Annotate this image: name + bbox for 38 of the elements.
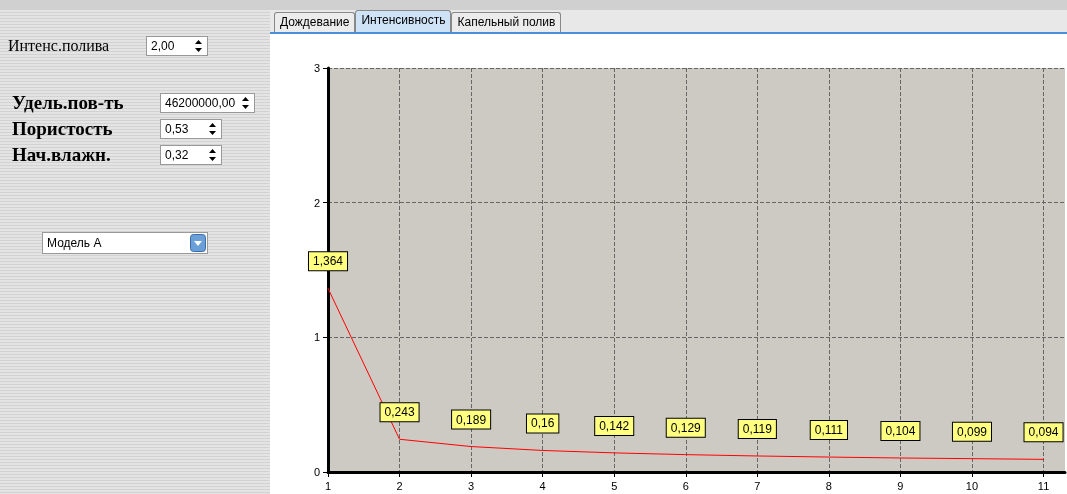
x-tick-label: 3: [468, 479, 475, 492]
text: 46200000,00: [165, 96, 236, 110]
text: 2,00: [151, 39, 176, 53]
data-label: 0,189: [456, 412, 487, 427]
x-tick-label: 8: [825, 479, 832, 492]
x-tick-label: 9: [897, 479, 904, 492]
x-tick-label: 5: [611, 479, 618, 492]
text: 0,53: [165, 122, 190, 136]
data-label: 0,16: [530, 416, 555, 431]
text: Интенсивность: [355, 10, 452, 32]
text: Удель.пов-ть: [12, 92, 125, 114]
data-label: 0,104: [885, 423, 916, 438]
text: Нач.влажн.: [12, 144, 112, 166]
x-tick-label: 7: [754, 479, 761, 492]
text: Пористость: [12, 118, 114, 140]
data-label: 0,099: [956, 424, 988, 439]
x-tick-label: 4: [539, 479, 546, 492]
text: Модель А: [47, 236, 103, 250]
text: Капельный полив: [451, 12, 562, 32]
x-tick-label: 11: [1037, 479, 1050, 492]
data-label: 0,111: [814, 423, 844, 438]
data-label: 0,243: [384, 405, 415, 420]
x-tick-label: 1: [324, 479, 332, 492]
data-label: 0,094: [1028, 425, 1059, 440]
text: Интенс.полива: [8, 37, 111, 55]
data-label: 0,129: [670, 420, 702, 435]
text: 0,32: [165, 148, 190, 162]
data-label: 0,142: [599, 418, 630, 433]
y-tick-label: 3: [313, 62, 320, 74]
y-tick-label: 0: [313, 466, 320, 478]
x-tick-label: 10: [965, 479, 979, 492]
x-tick-label: 2: [396, 479, 403, 492]
y-tick-label: 2: [313, 196, 320, 209]
data-label: 1,364: [312, 254, 344, 269]
data-label: 0,119: [742, 421, 773, 436]
text: Дождевание: [274, 12, 356, 32]
x-tick-label: 6: [682, 479, 689, 492]
y-tick-label: 1: [313, 331, 320, 344]
